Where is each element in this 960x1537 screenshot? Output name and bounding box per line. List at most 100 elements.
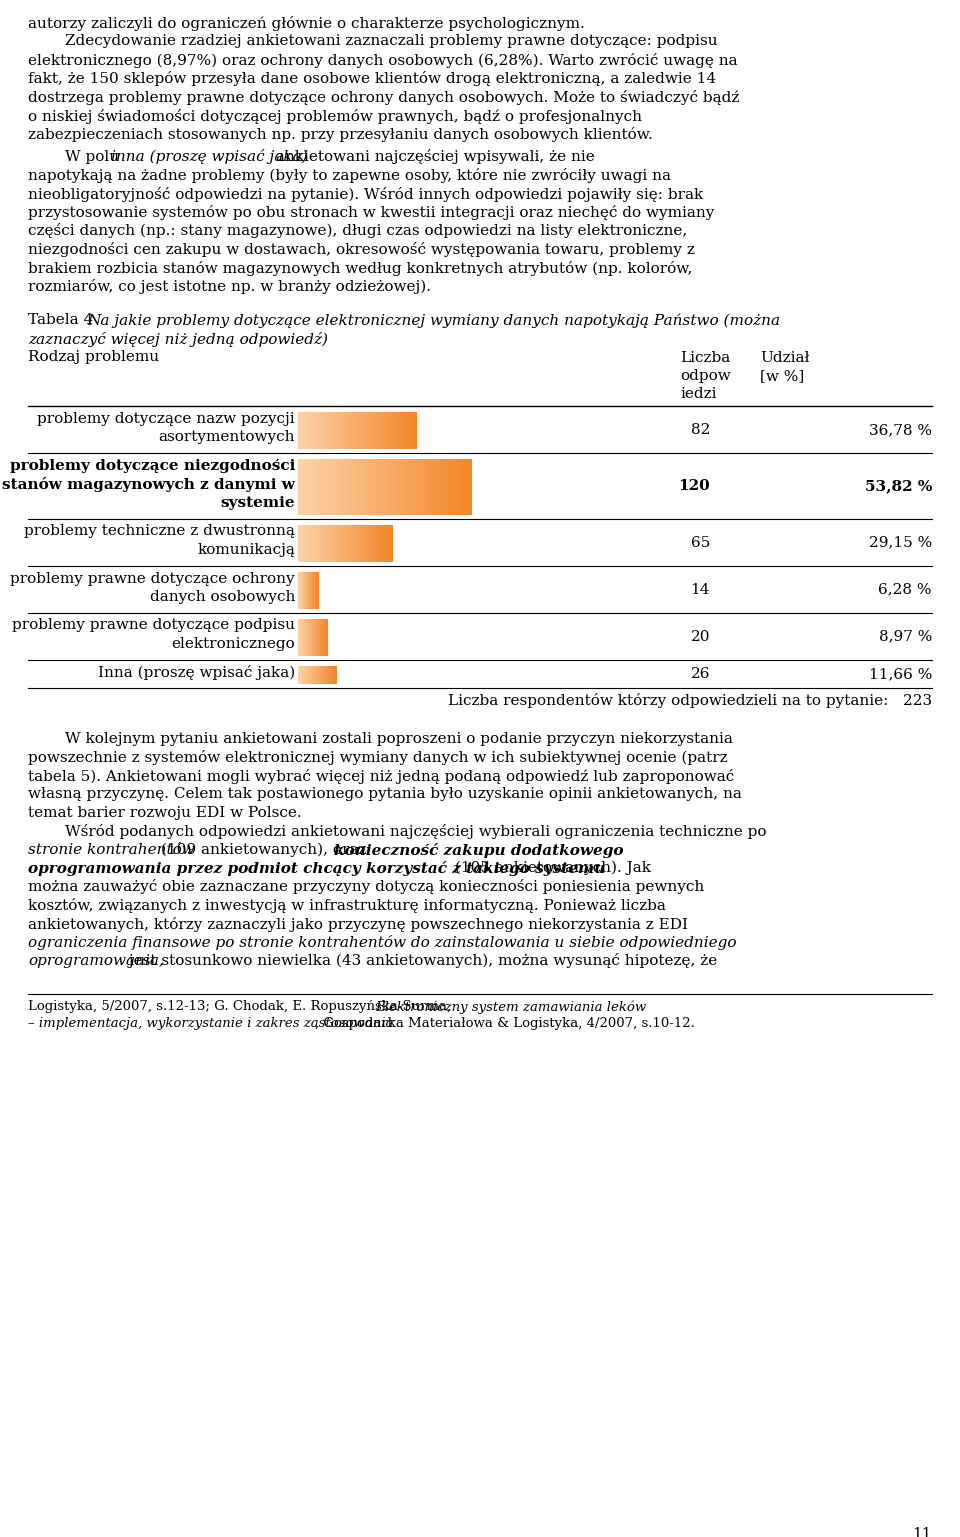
Text: W polu: W polu <box>65 149 124 163</box>
Text: przystosowanie systemów po obu stronach w kwestii integracji oraz niechęć do wym: przystosowanie systemów po obu stronach … <box>28 204 714 220</box>
Bar <box>324 618 327 655</box>
Bar <box>304 572 305 609</box>
Text: konieczność zakupu dodatkowego: konieczność zakupu dodatkowego <box>334 842 623 858</box>
Bar <box>317 524 321 561</box>
Text: Liczba respondentów którzy odpowiedzieli na to pytanie:   223: Liczba respondentów którzy odpowiedzieli… <box>448 693 932 709</box>
Text: oprogramowania,: oprogramowania, <box>28 953 164 967</box>
Text: Zdecydowanie rzadziej ankietowani zaznaczali problemy prawne dotyczące: podpisu: Zdecydowanie rzadziej ankietowani zaznac… <box>65 34 718 49</box>
Bar <box>365 412 370 449</box>
Bar <box>336 524 340 561</box>
Text: problemy techniczne z dwustronną: problemy techniczne z dwustronną <box>24 524 295 538</box>
Bar <box>298 524 302 561</box>
Bar <box>321 666 323 684</box>
Bar <box>310 572 312 609</box>
Text: elektronicznego (8,97%) oraz ochrony danych osobowych (6,28%). Warto zwrócić uwa: elektronicznego (8,97%) oraz ochrony dan… <box>28 52 737 68</box>
Text: 29,15 %: 29,15 % <box>869 536 932 550</box>
Text: fakt, że 150 sklepów przesyła dane osobowe klientów drogą elektroniczną, a zaled: fakt, że 150 sklepów przesyła dane osobo… <box>28 72 716 86</box>
Text: brakiem rozbicia stanów magazynowych według konkretnych atrybutów (np. kolorów,: brakiem rozbicia stanów magazynowych wed… <box>28 260 692 275</box>
Text: asortymentowych: asortymentowych <box>158 430 295 444</box>
Bar <box>393 412 397 449</box>
Text: można zauważyć obie zaznaczane przyczyny dotyczą konieczności poniesienia pewnyc: można zauważyć obie zaznaczane przyczyny… <box>28 879 705 895</box>
Bar <box>315 572 317 609</box>
Bar <box>316 666 318 684</box>
Text: problemy dotyczące nazw pozycji: problemy dotyczące nazw pozycji <box>37 412 295 426</box>
Bar <box>310 618 312 655</box>
Bar <box>318 572 320 609</box>
Bar <box>357 412 362 449</box>
Text: elektronicznego: elektronicznego <box>171 636 295 652</box>
Text: 14: 14 <box>690 583 710 596</box>
Bar <box>339 524 343 561</box>
Bar <box>308 572 310 609</box>
Bar <box>404 412 410 449</box>
Bar <box>376 524 380 561</box>
Bar <box>307 572 309 609</box>
Bar <box>373 460 380 515</box>
Bar <box>318 618 321 655</box>
Bar <box>315 618 318 655</box>
Bar <box>301 666 304 684</box>
Bar <box>310 524 315 561</box>
Bar <box>381 412 386 449</box>
Bar <box>305 618 307 655</box>
Bar <box>311 572 313 609</box>
Text: odpow: odpow <box>680 369 731 383</box>
Bar <box>314 412 319 449</box>
Bar <box>460 460 467 515</box>
Bar <box>307 666 309 684</box>
Bar <box>329 412 334 449</box>
Bar <box>420 460 426 515</box>
Bar <box>312 572 314 609</box>
Text: (105 ankietowanych). Jak: (105 ankietowanych). Jak <box>450 861 651 876</box>
Bar <box>357 524 362 561</box>
Bar <box>323 618 325 655</box>
Bar <box>328 666 330 684</box>
Bar <box>345 524 349 561</box>
Bar <box>382 524 387 561</box>
Text: autorzy zaliczyli do ograniczeń głównie o charakterze psychologicznym.: autorzy zaliczyli do ograniczeń głównie … <box>28 15 585 31</box>
Text: 20: 20 <box>690 630 710 644</box>
Bar <box>314 524 318 561</box>
Bar <box>368 460 374 515</box>
Bar <box>338 412 343 449</box>
Bar <box>303 666 305 684</box>
Text: 26: 26 <box>690 667 710 681</box>
Bar <box>348 524 352 561</box>
Bar <box>298 618 300 655</box>
Bar <box>379 460 386 515</box>
Bar <box>329 524 333 561</box>
Text: ograniczenia finansowe po stronie kontrahentów do zainstalowania u siebie odpowi: ograniczenia finansowe po stronie kontra… <box>28 934 736 950</box>
Text: stanów magazynowych z danymi w: stanów magazynowych z danymi w <box>2 478 295 492</box>
Bar <box>309 666 311 684</box>
Bar <box>325 618 328 655</box>
Bar <box>313 618 316 655</box>
Bar <box>317 572 319 609</box>
Bar <box>414 460 420 515</box>
Bar <box>321 460 328 515</box>
Bar <box>431 460 438 515</box>
Text: stronie kontrahentów: stronie kontrahentów <box>28 842 195 856</box>
Bar <box>299 572 300 609</box>
Bar <box>362 460 369 515</box>
Text: problemy dotyczące niezgodności: problemy dotyczące niezgodności <box>10 460 295 473</box>
Bar <box>413 412 418 449</box>
Text: [w %]: [w %] <box>760 369 804 383</box>
Text: iedzi: iedzi <box>680 387 716 401</box>
Bar <box>304 666 306 684</box>
Text: systemie: systemie <box>221 496 295 510</box>
Bar <box>346 412 350 449</box>
Bar <box>323 524 327 561</box>
Bar <box>385 460 392 515</box>
Text: powszechnie z systemów elektronicznej wymiany danych w ich subiektywnej ocenie (: powszechnie z systemów elektronicznej wy… <box>28 750 728 765</box>
Bar <box>320 618 323 655</box>
Bar <box>321 618 324 655</box>
Text: problemy prawne dotyczące podpisu: problemy prawne dotyczące podpisu <box>12 618 295 633</box>
Bar <box>300 618 301 655</box>
Bar <box>311 618 313 655</box>
Bar <box>350 460 357 515</box>
Bar <box>325 666 327 684</box>
Text: oprogramowania przez podmiot chcący korzystać z takiego systemu: oprogramowania przez podmiot chcący korz… <box>28 861 605 876</box>
Bar <box>300 618 302 655</box>
Bar <box>389 524 393 561</box>
Bar <box>342 524 346 561</box>
